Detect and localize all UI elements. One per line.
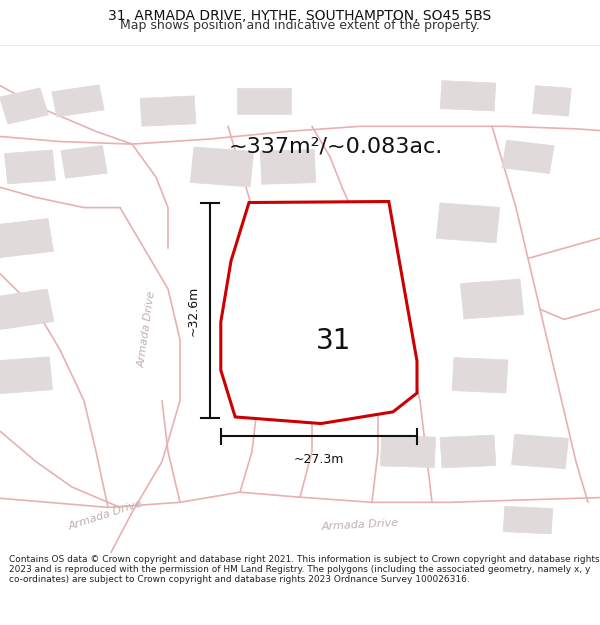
Text: ~337m²/~0.083ac.: ~337m²/~0.083ac. [229, 137, 443, 157]
Polygon shape [341, 339, 403, 381]
Polygon shape [260, 149, 316, 184]
Polygon shape [533, 86, 571, 116]
Polygon shape [440, 435, 496, 468]
Text: ~32.6m: ~32.6m [187, 286, 200, 336]
Text: Armada Drive: Armada Drive [137, 291, 157, 369]
Polygon shape [0, 289, 54, 329]
Text: Armada Drive: Armada Drive [67, 498, 143, 532]
Polygon shape [380, 436, 436, 468]
Text: Armada Drive: Armada Drive [321, 518, 399, 532]
Polygon shape [440, 81, 496, 111]
Polygon shape [512, 434, 568, 469]
Text: 31, ARMADA DRIVE, HYTHE, SOUTHAMPTON, SO45 5BS: 31, ARMADA DRIVE, HYTHE, SOUTHAMPTON, SO… [109, 9, 491, 23]
Text: Map shows position and indicative extent of the property.: Map shows position and indicative extent… [120, 19, 480, 32]
Polygon shape [5, 150, 55, 184]
Polygon shape [221, 201, 417, 424]
Polygon shape [0, 88, 49, 124]
Polygon shape [436, 203, 500, 242]
Polygon shape [61, 146, 107, 178]
Polygon shape [503, 506, 553, 534]
Polygon shape [237, 88, 291, 114]
Polygon shape [460, 279, 524, 319]
Polygon shape [452, 357, 508, 393]
Text: ~27.3m: ~27.3m [294, 452, 344, 466]
Polygon shape [0, 357, 53, 394]
Text: 31: 31 [316, 328, 351, 356]
Polygon shape [328, 268, 392, 310]
Polygon shape [52, 85, 104, 117]
Polygon shape [190, 147, 254, 187]
Polygon shape [0, 219, 53, 258]
Polygon shape [502, 140, 554, 174]
Polygon shape [140, 96, 196, 126]
Text: Contains OS data © Crown copyright and database right 2021. This information is : Contains OS data © Crown copyright and d… [9, 554, 599, 584]
